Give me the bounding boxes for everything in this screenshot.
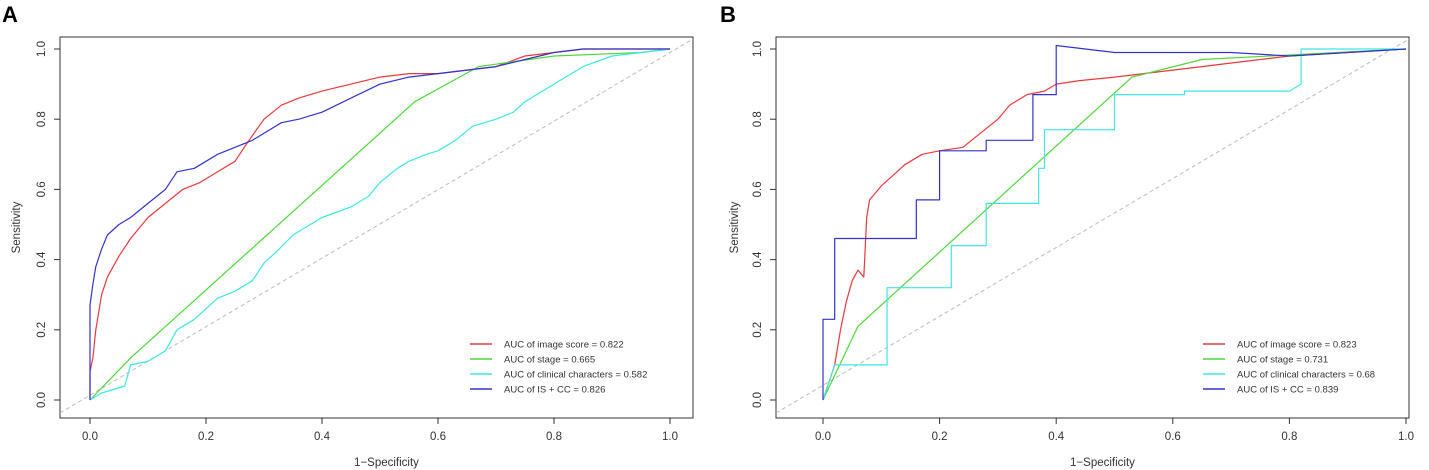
y-axis-label-b: Sensitivity [729, 201, 741, 253]
y-tick-label-b: 1.0 [752, 41, 764, 57]
roc-series-b-3 [822, 44, 1407, 400]
x-tick-label-a: 0.6 [430, 431, 446, 443]
x-tick-label-a: 0.0 [82, 431, 98, 443]
roc-chart-a: 0.0 0.2 0.4 0.6 0.8 1.0 0.0 0.2 0.4 0.6 0.8 1.0 1−Sp… [11, 36, 694, 469]
y-tick-label-a: 0.0 [36, 392, 48, 408]
y-tick-label-b: 0.4 [752, 251, 764, 268]
roc-series-a-2 [89, 48, 671, 401]
x-tick-label-b: 1.0 [1398, 431, 1414, 443]
y-tick-label-b: 0.8 [752, 111, 764, 127]
panel-label-a: A [2, 2, 18, 27]
roc-panel-a: A 0.0 0.2 0.4 0.6 0.8 1.0 0.0 0.2 0.4 0.6 0.8 1.0 1−… [0, 0, 714, 470]
plot-frame-a [59, 36, 694, 419]
roc-series-b-2 [822, 48, 1406, 401]
legend-label-b-3: AUC of IS + CC = 0.839 [1237, 385, 1338, 396]
plot-frame-b [775, 36, 1410, 419]
legend-label-a-1: AUC of stage = 0.665 [504, 355, 595, 366]
legend-label-b-1: AUC of stage = 0.731 [1237, 355, 1328, 366]
y-tick-label-a: 0.4 [36, 251, 48, 268]
x-axis-label-a: 1−Specificity [354, 457, 419, 469]
legend-label-a-3: AUC of IS + CC = 0.826 [504, 385, 605, 396]
x-tick-label-a: 0.2 [198, 431, 214, 443]
legend-label-b-0: AUC of image score = 0.823 [1237, 340, 1357, 351]
x-tick-label-b: 0.6 [1165, 431, 1181, 443]
x-tick-label-b: 0.8 [1281, 431, 1297, 443]
y-tick-label-a: 1.0 [36, 41, 48, 57]
x-tick-label-a: 0.4 [314, 431, 331, 443]
y-tick-label-b: 0.6 [752, 181, 764, 197]
x-tick-label-a: 0.8 [546, 431, 562, 443]
roc-panel-b: B 0.0 0.2 0.4 0.6 0.8 1.0 0.0 0.2 0.4 0.6 0.8 1.0 1−… [718, 0, 1429, 470]
y-tick-label-b: 0.0 [752, 392, 764, 408]
roc-series-b-1 [822, 48, 1407, 401]
x-tick-label-b: 0.0 [815, 431, 831, 443]
legend-label-b-2: AUC of clinical characters = 0.68 [1237, 370, 1375, 381]
y-tick-label-a: 0.8 [36, 111, 48, 127]
y-tick-label-a: 0.6 [36, 181, 48, 197]
x-tick-label-b: 0.4 [1048, 431, 1065, 443]
legend-label-a-0: AUC of image score = 0.822 [504, 340, 624, 351]
reference-diagonal-b [775, 38, 1410, 414]
y-tick-label-a: 0.2 [36, 322, 48, 338]
y-tick-label-b: 0.2 [752, 322, 764, 338]
x-tick-label-b: 0.2 [932, 431, 948, 443]
roc-chart-b: 0.0 0.2 0.4 0.6 0.8 1.0 0.0 0.2 0.4 0.6 0.8 1.0 1−Sp… [729, 36, 1414, 469]
roc-series-b-0 [822, 48, 1407, 401]
x-tick-label-a: 1.0 [662, 431, 678, 443]
roc-series-a-3 [89, 48, 670, 400]
legend-label-a-2: AUC of clinical characters = 0.582 [504, 370, 647, 381]
y-axis-label-a: Sensitivity [11, 201, 23, 253]
panel-label-b: B [720, 2, 736, 27]
x-axis-label-b: 1−Specificity [1070, 457, 1135, 469]
